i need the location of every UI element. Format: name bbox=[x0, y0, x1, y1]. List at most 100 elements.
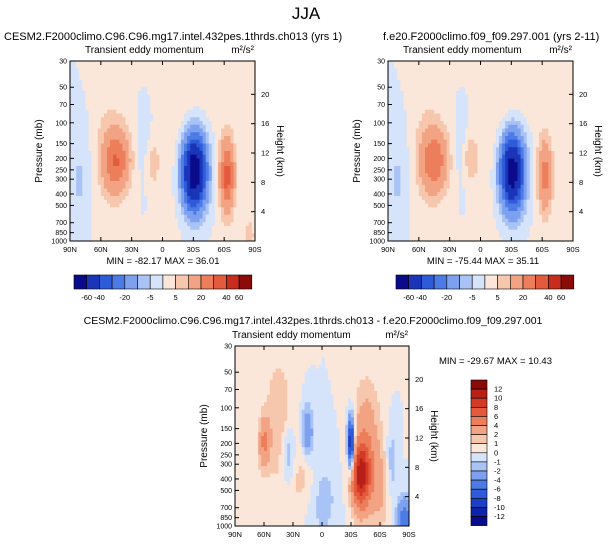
field-cell bbox=[76, 214, 80, 220]
field-cell bbox=[388, 106, 392, 111]
field-cell bbox=[489, 169, 494, 175]
field-cell bbox=[248, 132, 253, 137]
field-cell bbox=[147, 117, 151, 122]
field-cell bbox=[171, 109, 176, 115]
field-cell bbox=[542, 106, 546, 111]
field-cell bbox=[116, 166, 120, 171]
field-cell bbox=[406, 162, 411, 167]
field-cell bbox=[211, 79, 216, 85]
field-cell bbox=[134, 102, 139, 107]
field-cell bbox=[236, 128, 241, 133]
field-cell bbox=[455, 169, 460, 175]
field-cell bbox=[545, 154, 549, 160]
field-cell bbox=[418, 106, 423, 111]
field-cell bbox=[443, 139, 448, 145]
field-cell bbox=[131, 113, 136, 118]
field-cell bbox=[119, 106, 124, 111]
field-cell bbox=[458, 79, 463, 85]
field-cell bbox=[563, 72, 568, 77]
field-cell bbox=[171, 166, 176, 171]
field-cell bbox=[421, 87, 426, 92]
field-cell bbox=[397, 128, 401, 133]
field-cell bbox=[551, 68, 556, 73]
field-cell bbox=[100, 218, 105, 223]
field-cell bbox=[205, 136, 210, 141]
field-cell bbox=[434, 94, 438, 100]
field-cell bbox=[94, 151, 99, 156]
field-cell bbox=[153, 196, 157, 201]
field-cell bbox=[452, 169, 457, 175]
field-cell bbox=[156, 162, 161, 167]
field-cell bbox=[97, 79, 102, 85]
field-cell bbox=[131, 229, 136, 235]
field-cell bbox=[421, 169, 426, 175]
field-cell bbox=[495, 76, 500, 81]
field-cell bbox=[137, 203, 142, 208]
field-cell bbox=[566, 61, 571, 66]
field-cell bbox=[230, 61, 235, 66]
field-cell bbox=[495, 87, 500, 92]
field-cell bbox=[116, 132, 120, 137]
field-cell bbox=[236, 199, 241, 205]
field-cell bbox=[184, 128, 188, 133]
field-cell bbox=[199, 139, 204, 145]
field-cell bbox=[551, 136, 556, 141]
field-cell bbox=[517, 91, 522, 96]
field-cell bbox=[554, 76, 559, 81]
field-cell bbox=[483, 121, 488, 126]
field-cell bbox=[97, 83, 102, 88]
field-cell bbox=[181, 128, 185, 133]
field-cell bbox=[131, 64, 136, 70]
field-cell bbox=[159, 139, 164, 145]
field-cell bbox=[125, 233, 130, 238]
field-cell bbox=[477, 151, 482, 156]
field-cell bbox=[428, 72, 432, 77]
field-cell bbox=[446, 151, 451, 156]
field-cell bbox=[486, 177, 491, 182]
field-cell bbox=[233, 162, 238, 167]
field-cell bbox=[103, 91, 108, 96]
field-cell bbox=[421, 151, 426, 156]
field-cell bbox=[153, 226, 157, 231]
field-cell bbox=[140, 203, 145, 208]
field-cell bbox=[418, 83, 423, 88]
field-cell bbox=[437, 166, 442, 171]
field-cell bbox=[205, 151, 210, 156]
field-cell bbox=[233, 83, 238, 88]
field-cell bbox=[566, 76, 571, 81]
field-cell bbox=[100, 109, 105, 115]
field-cell bbox=[153, 173, 157, 178]
field-cell bbox=[446, 76, 451, 81]
field-cell bbox=[208, 199, 213, 205]
field-cell bbox=[523, 177, 528, 182]
field-cell bbox=[569, 64, 573, 70]
field-cell bbox=[514, 166, 519, 171]
field-cell bbox=[193, 226, 198, 231]
field-cell bbox=[536, 136, 540, 141]
field-cell bbox=[242, 106, 247, 111]
field-cell bbox=[440, 173, 445, 178]
field-cell bbox=[113, 177, 117, 182]
field-cell bbox=[418, 98, 423, 103]
field-cell bbox=[103, 158, 108, 163]
field-cell bbox=[165, 113, 170, 118]
field-cell bbox=[458, 83, 463, 88]
field-cell bbox=[400, 113, 405, 118]
field-cell bbox=[100, 139, 105, 145]
field-cell bbox=[205, 72, 210, 77]
field-cell bbox=[150, 199, 154, 205]
field-cell bbox=[406, 143, 411, 148]
field-cell bbox=[452, 166, 457, 171]
field-cell bbox=[125, 162, 130, 167]
field-cell bbox=[462, 98, 466, 103]
field-cell bbox=[119, 169, 124, 175]
field-cell bbox=[227, 68, 231, 73]
field-cell bbox=[462, 169, 466, 175]
field-cell bbox=[214, 61, 219, 66]
field-cell bbox=[150, 229, 154, 235]
field-cell bbox=[205, 79, 210, 85]
field-cell bbox=[218, 203, 222, 208]
field-cell bbox=[542, 72, 546, 77]
field-cell bbox=[140, 61, 145, 66]
field-cell bbox=[107, 169, 111, 175]
